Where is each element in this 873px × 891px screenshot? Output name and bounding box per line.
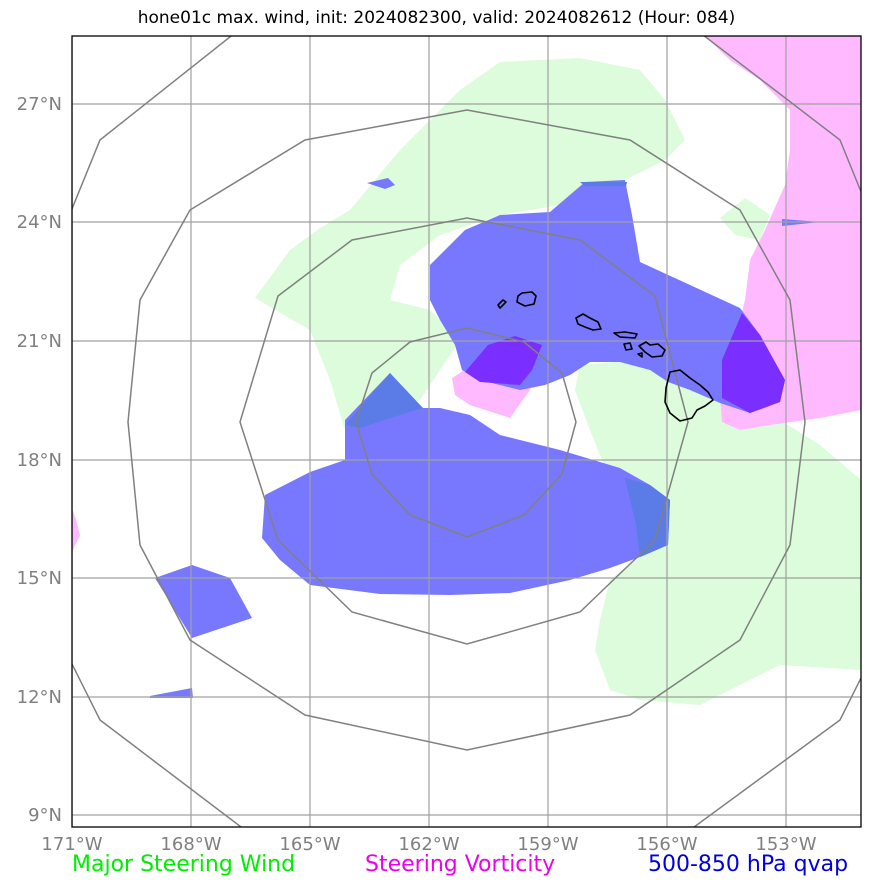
qvap-layer bbox=[150, 178, 820, 698]
lon-label: 153°W bbox=[755, 834, 816, 855]
steering-wind-layer bbox=[255, 58, 861, 705]
overlap-layer bbox=[465, 313, 785, 413]
lanai-island bbox=[623, 342, 633, 351]
lat-label: 21°N bbox=[17, 331, 62, 352]
wind-qvap-overlap-area bbox=[345, 373, 423, 428]
overlap-area bbox=[722, 313, 785, 413]
qvap-area bbox=[155, 565, 252, 638]
qvap-area bbox=[367, 178, 395, 189]
lat-label: 15°N bbox=[17, 568, 62, 589]
range-ring-2 bbox=[239, 217, 689, 645]
range-ring-1 bbox=[355, 327, 577, 538]
lat-label: 12°N bbox=[17, 687, 62, 708]
range-ring-3 bbox=[127, 109, 806, 751]
hawaii-island bbox=[664, 369, 714, 422]
lon-label: 156°W bbox=[636, 834, 697, 855]
oahu-island bbox=[575, 313, 602, 331]
coastlines bbox=[497, 291, 714, 422]
steering-wind-area bbox=[255, 58, 685, 430]
lon-label: 162°W bbox=[398, 834, 459, 855]
qvap-area bbox=[262, 373, 670, 595]
lat-label: 18°N bbox=[17, 450, 62, 471]
lon-label: 168°W bbox=[160, 834, 221, 855]
plot-frame bbox=[71, 35, 862, 828]
legend-steering-vorticity: Steering Vorticity bbox=[365, 852, 556, 877]
steering-vorticity-area bbox=[72, 508, 80, 552]
longitude-labels: 171°W 168°W 165°W 162°W 159°W 156°W 153°… bbox=[41, 834, 816, 855]
map-title: hone01c max. wind, init: 2024082300, val… bbox=[137, 8, 736, 28]
wind-qvap-overlap-area bbox=[625, 478, 670, 557]
lon-label: 165°W bbox=[279, 834, 340, 855]
range-rings bbox=[72, 36, 861, 827]
latitude-labels: 27°N 24°N 21°N 18°N 15°N 12°N 9°N bbox=[17, 94, 62, 826]
legend-steering-wind: Major Steering Wind bbox=[72, 852, 296, 877]
lat-label: 24°N bbox=[17, 212, 62, 233]
niihau-island bbox=[497, 299, 507, 309]
lon-label: 171°W bbox=[41, 834, 102, 855]
qvap-area bbox=[150, 688, 193, 698]
wind-qvap-overlap-area bbox=[580, 182, 627, 186]
molokai-island bbox=[613, 331, 638, 339]
graticule bbox=[72, 36, 861, 827]
kahoolawe-island bbox=[637, 352, 643, 358]
wind-qvap-overlap-layer bbox=[345, 182, 670, 557]
lat-label: 9°N bbox=[28, 805, 62, 826]
lon-label: 159°W bbox=[517, 834, 578, 855]
legend-qvap: 500-850 hPa qvap bbox=[648, 852, 849, 877]
steering-wind-area bbox=[575, 360, 861, 705]
lat-label: 27°N bbox=[17, 94, 62, 115]
kauai-island bbox=[516, 291, 537, 307]
maui-island bbox=[638, 341, 666, 358]
overlap-area bbox=[465, 336, 542, 385]
